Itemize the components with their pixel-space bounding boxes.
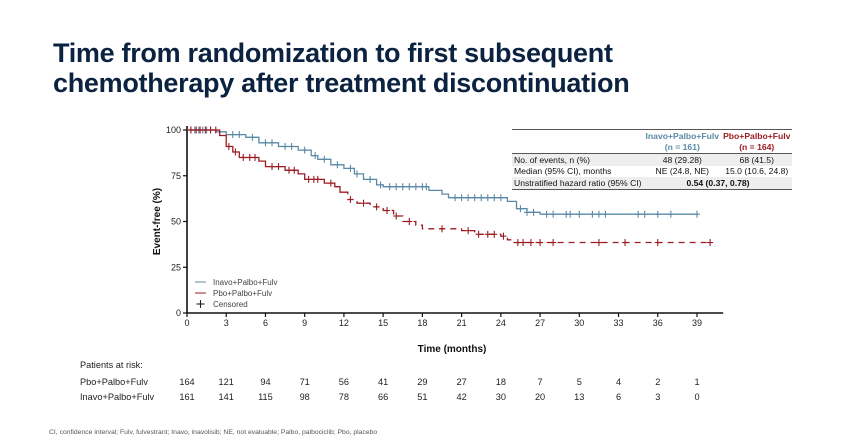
at-risk-value: 51: [417, 392, 428, 402]
stats-header-n-row: (n = 161) (n = 164): [512, 142, 792, 154]
stats-value-pbo: 15.0 (10.6, 24.8): [725, 166, 789, 177]
x-tick-label: 12: [339, 318, 349, 328]
at-risk-value: 29: [417, 377, 428, 387]
stats-col-inavo-name: Inavo+Palbo+Fulv: [643, 129, 722, 142]
y-tick-label: 75: [171, 171, 181, 181]
stats-table: Inavo+Palbo+Fulv Pbo+Palbo+Fulv (n = 161…: [512, 129, 793, 190]
x-tick-label: 9: [302, 318, 307, 328]
stats-row-hazard-ratio: Unstratified hazard ratio (95% CI) 0.54 …: [512, 177, 793, 190]
x-tick-label: 30: [574, 318, 584, 328]
at-risk-value: 18: [495, 377, 506, 387]
chart-legend: Inavo+Palbo+Fulv Pbo+Palbo+Fulv Censored: [195, 278, 278, 309]
at-risk-value: 0: [694, 392, 700, 402]
at-risk-row-label: Pbo+Palbo+Fulv: [80, 377, 148, 387]
at-risk-value: 56: [338, 377, 350, 387]
at-risk-value: 6: [615, 392, 622, 402]
y-tick-label: 100: [166, 125, 181, 135]
km-curve-pbo-dashed: [343, 191, 711, 244]
at-risk-value: 30: [495, 392, 506, 402]
stats-col-pbo-n: (n = 164): [739, 142, 775, 153]
footnote: CI, confidence interval; Fulv, fulvestra…: [49, 429, 378, 436]
y-tick-label: 50: [171, 217, 181, 227]
at-risk-value: 71: [299, 377, 310, 387]
at-risk-row-inavo: Inavo+Palbo+Fulv: [80, 392, 154, 402]
at-risk-value: 7: [537, 377, 543, 387]
at-risk-value: 13: [574, 392, 585, 402]
at-risk-value: 3: [655, 392, 661, 402]
at-risk-value: 20: [534, 392, 546, 402]
at-risk-value: 2: [655, 377, 661, 387]
legend-label: Inavo+Palbo+Fulv: [213, 278, 278, 287]
at-risk-value: 164: [179, 377, 195, 387]
x-tick-label: 33: [614, 318, 624, 328]
km-curve-inavo: [187, 129, 697, 215]
at-risk-value: 66: [378, 392, 389, 402]
at-risk-value: 27: [456, 377, 467, 387]
at-risk-row-label: Inavo+Palbo+Fulv: [80, 392, 155, 402]
x-tick-label: 39: [692, 318, 702, 328]
slide-title-line-1: Time from randomization to first subsequ…: [53, 38, 613, 68]
at-risk-value: 78: [338, 392, 350, 402]
stats-value-inavo: NE (24.8, NE): [655, 166, 710, 177]
stats-col-inavo-n: (n = 161): [664, 142, 700, 153]
at-risk-value: 115: [258, 392, 273, 402]
at-risk-value: 1: [694, 377, 700, 387]
at-risk-value: 161: [179, 392, 195, 402]
stats-header-row: Inavo+Palbo+Fulv Pbo+Palbo+Fulv: [512, 129, 793, 142]
x-tick-label: 24: [496, 318, 506, 328]
stats-hr-value: 0.54 (0.37, 0.78): [643, 177, 793, 190]
x-tick-label: 3: [224, 318, 229, 328]
x-tick-label: 15: [378, 318, 388, 328]
at-risk-title: Patients at risk:: [80, 360, 143, 370]
at-risk-value: 94: [260, 377, 271, 387]
stats-col-pbo-name: Pbo+Palbo+Fulv: [721, 129, 793, 142]
x-tick-label: 18: [417, 318, 427, 328]
at-risk-value: 5: [576, 377, 582, 387]
x-axis-title: Time (months): [418, 344, 487, 355]
x-tick-label: 0: [184, 318, 189, 328]
legend-label: Pbo+Palbo+Fulv: [213, 289, 272, 298]
stats-row-label: Median (95% CI), months: [514, 166, 612, 177]
at-risk-value: 4: [615, 377, 622, 387]
y-tick-label: 25: [171, 262, 181, 272]
chart-curves: [187, 126, 714, 247]
x-tick-label: 21: [457, 318, 467, 328]
stats-row-median: Median (95% CI), months NE (24.8, NE) 15…: [512, 166, 792, 178]
at-risk-row-pbo: Pbo+Palbo+Fulv: [80, 377, 148, 387]
y-tick-label: 0: [176, 308, 181, 318]
at-risk-value: 121: [218, 377, 234, 387]
legend-label: Censored: [213, 300, 248, 309]
at-risk-value: 98: [299, 392, 310, 402]
stats-hr-label: Unstratified hazard ratio (95% CI): [512, 177, 644, 190]
at-risk-value: 42: [456, 392, 467, 402]
x-tick-label: 27: [535, 318, 545, 328]
at-risk-value: 141: [218, 392, 234, 402]
stats-row-events: No. of events, n (%) 48 (29.28) 68 (41.5…: [512, 153, 793, 166]
slide-title-line-2: chemotherapy after treatment discontinua…: [53, 68, 630, 98]
stats-row-label: No. of events, n (%): [512, 153, 644, 166]
at-risk-value: 41: [378, 377, 389, 387]
x-tick-label: 36: [653, 318, 663, 328]
stats-value-inavo: 48 (29.28): [643, 153, 722, 166]
stats-value-pbo: 68 (41.5): [721, 153, 793, 166]
slide-title: Time from randomization to first subsequ…: [53, 38, 630, 98]
km-series-pbo: [187, 126, 714, 247]
x-tick-label: 6: [263, 318, 268, 328]
y-axis-title: Event-free (%): [152, 188, 163, 255]
